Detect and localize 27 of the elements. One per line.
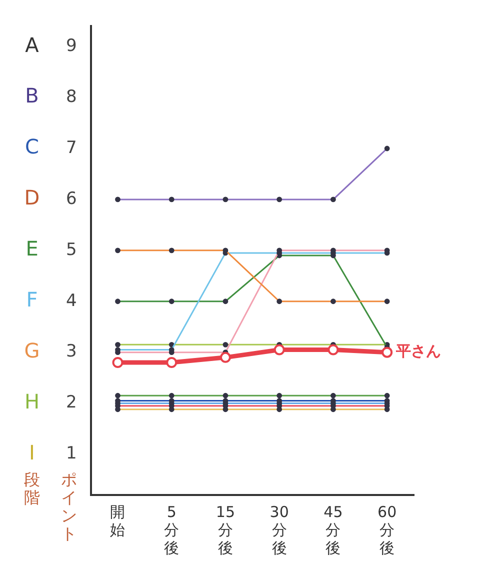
- x-tick-label: 60分後: [378, 502, 397, 557]
- x-tick-label: 開始: [110, 502, 126, 539]
- x-tick-label: 45分後: [324, 502, 343, 557]
- y-tick-label: 9: [66, 36, 77, 56]
- text: C: [25, 134, 39, 159]
- x-tick-label: 30分後: [270, 502, 289, 557]
- text: H: [24, 389, 40, 414]
- text: F: [26, 288, 38, 312]
- series-label: 平さん: [395, 342, 442, 360]
- text: A: [25, 32, 40, 57]
- y-axis-title: ポイント: [60, 470, 77, 544]
- y-tick-label: 1: [66, 444, 77, 464]
- y-tick-label: 3: [66, 342, 77, 362]
- y-tick-label: 5: [66, 240, 77, 260]
- text: I: [29, 440, 35, 464]
- text: G: [24, 338, 40, 363]
- text: D: [24, 186, 40, 210]
- y-tick-label: 4: [66, 290, 77, 311]
- y-tick-label: 2: [66, 392, 77, 413]
- x-tick-label: 5分後: [164, 502, 180, 557]
- x-tick-label: 15分後: [216, 502, 236, 557]
- text: E: [26, 236, 38, 261]
- y-tick-label: 7: [66, 138, 77, 158]
- y-tick-label: 6: [66, 188, 77, 209]
- y-tick-label: 8: [66, 86, 77, 107]
- y2-axis-title: 段階: [24, 470, 40, 508]
- text: B: [25, 84, 39, 108]
